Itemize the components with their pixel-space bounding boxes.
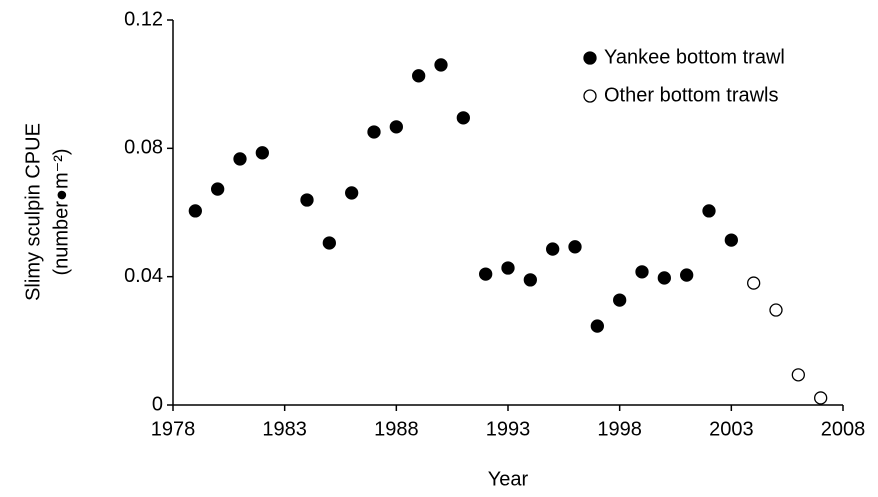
marker [367, 125, 381, 139]
marker [345, 186, 359, 200]
y-tick-label: 0.04 [124, 265, 163, 287]
x-tick-label: 1998 [597, 418, 642, 440]
marker [501, 261, 515, 275]
marker [724, 233, 738, 247]
x-tick-label: 2003 [709, 418, 754, 440]
y-axis-label: Slimy sculpin CPUE [22, 123, 44, 301]
marker [814, 391, 828, 405]
marker [791, 368, 805, 382]
marker [546, 242, 560, 256]
marker [568, 240, 582, 254]
marker [747, 276, 761, 290]
y-axis-label: (number●m⁻²) [50, 148, 72, 275]
marker [434, 58, 448, 72]
marker [255, 146, 269, 160]
x-axis-label: Year [488, 468, 529, 490]
legend-label: Other bottom trawls [604, 84, 779, 106]
marker [479, 267, 493, 281]
legend-label: Yankee bottom trawl [604, 46, 785, 68]
marker [322, 236, 336, 250]
marker [769, 303, 783, 317]
marker [412, 69, 426, 83]
x-tick-label: 1983 [262, 418, 307, 440]
marker [613, 293, 627, 307]
x-tick-label: 2008 [821, 418, 866, 440]
marker [211, 182, 225, 196]
marker [233, 152, 247, 166]
marker [389, 120, 403, 134]
marker [590, 319, 604, 333]
marker [456, 111, 470, 125]
marker [300, 193, 314, 207]
marker [635, 265, 649, 279]
marker [523, 273, 537, 287]
y-tick-label: 0.12 [124, 8, 163, 30]
x-tick-label: 1993 [486, 418, 531, 440]
y-tick-label: 0 [152, 393, 163, 415]
marker [657, 271, 671, 285]
legend-marker [583, 89, 597, 103]
y-tick-label: 0.08 [124, 137, 163, 159]
marker [680, 268, 694, 282]
marker [188, 204, 202, 218]
x-tick-label: 1988 [374, 418, 419, 440]
marker [702, 204, 716, 218]
legend-marker [583, 51, 597, 65]
x-tick-label: 1978 [151, 418, 196, 440]
